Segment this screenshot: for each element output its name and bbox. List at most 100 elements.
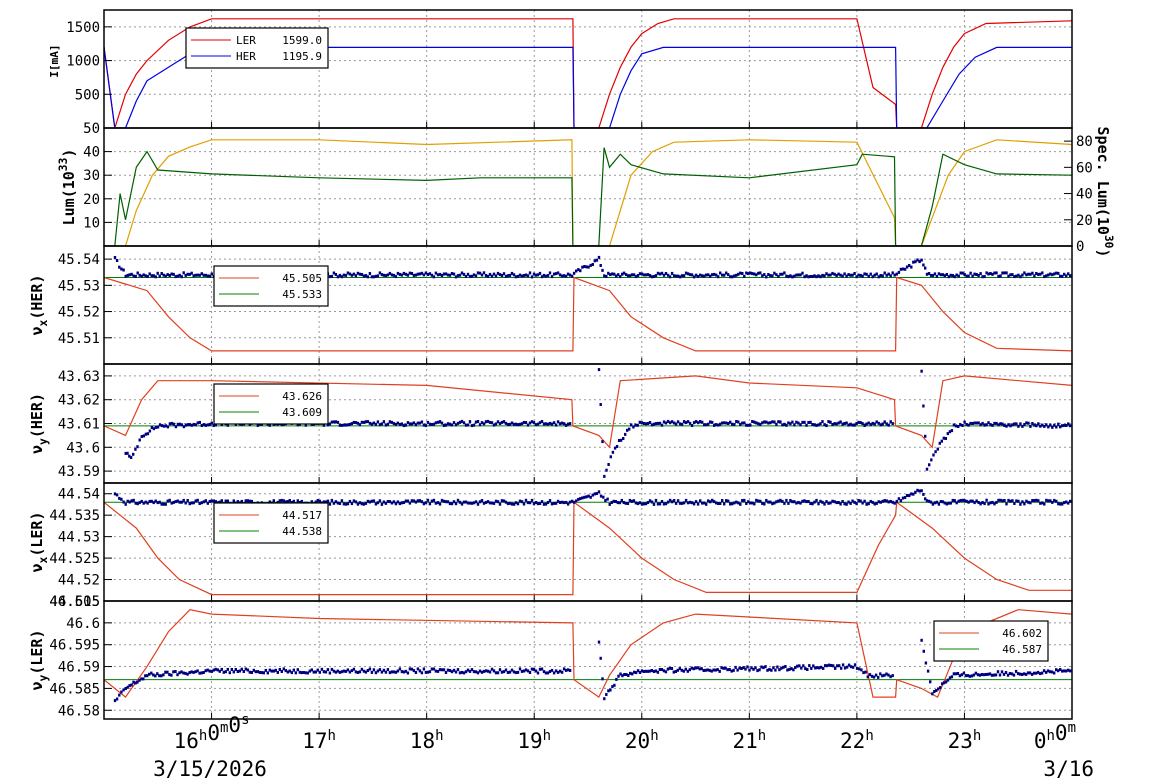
data-point — [969, 421, 972, 425]
data-point — [871, 500, 874, 504]
data-point — [336, 501, 340, 505]
data-point — [330, 420, 334, 424]
data-point — [396, 271, 400, 275]
data-point — [198, 671, 201, 675]
data-point — [807, 421, 810, 424]
data-point — [236, 500, 239, 504]
data-point — [775, 273, 778, 277]
data-point — [550, 275, 554, 279]
data-point — [664, 421, 668, 425]
data-point — [785, 498, 788, 502]
data-point — [380, 273, 384, 277]
data-point — [833, 422, 836, 426]
data-point — [603, 474, 606, 478]
data-point — [781, 423, 784, 427]
data-point — [472, 273, 476, 277]
data-point — [899, 267, 903, 271]
data-point — [971, 499, 974, 503]
data-point — [172, 500, 175, 504]
data-point — [142, 434, 146, 438]
data-point — [366, 420, 370, 424]
data-point — [901, 267, 905, 271]
data-point — [572, 500, 576, 504]
data-point — [936, 447, 939, 451]
legend-value: 45.533 — [282, 288, 322, 301]
data-point — [140, 677, 143, 681]
data-point — [436, 669, 440, 673]
data-point — [753, 420, 756, 424]
data-point — [266, 671, 269, 675]
data-point — [674, 670, 677, 673]
data-point — [719, 422, 722, 426]
data-point — [338, 273, 342, 277]
data-point — [920, 489, 923, 493]
data-point — [1061, 502, 1064, 506]
data-point — [743, 274, 746, 278]
data-point — [562, 422, 566, 426]
data-point — [692, 667, 695, 671]
data-point — [924, 266, 927, 270]
data-point — [963, 273, 966, 276]
data-point — [348, 272, 352, 276]
x-tick-label: 20h — [625, 728, 659, 753]
data-point — [893, 273, 896, 277]
data-point — [452, 668, 456, 672]
data-point — [612, 499, 615, 503]
data-point — [841, 274, 844, 278]
data-point — [926, 669, 930, 673]
data-point — [470, 274, 474, 278]
data-point — [364, 274, 368, 278]
data-point — [767, 273, 770, 276]
data-point — [408, 667, 412, 671]
data-point — [952, 672, 956, 676]
data-point — [939, 500, 943, 503]
data-point — [496, 420, 500, 424]
data-point — [514, 275, 518, 279]
data-point — [342, 273, 346, 277]
data-point — [1013, 502, 1016, 505]
data-point — [1045, 423, 1048, 427]
data-point — [889, 499, 892, 503]
data-point — [408, 271, 412, 275]
y-tick-label: 46.6 — [66, 616, 100, 632]
data-point — [922, 263, 925, 267]
data-point — [366, 669, 370, 672]
data-point — [733, 501, 736, 505]
data-point — [432, 422, 436, 426]
data-point — [743, 498, 746, 502]
data-point — [126, 451, 129, 455]
data-point — [370, 422, 374, 426]
y-axis-label-text: Lum(1033) — [57, 149, 78, 226]
data-point — [713, 500, 716, 504]
data-point — [989, 423, 992, 427]
data-point — [180, 670, 183, 674]
data-point — [694, 273, 698, 277]
data-point — [518, 499, 522, 503]
data-point — [742, 666, 745, 670]
y-tick-label: 44.535 — [49, 508, 100, 524]
data-point — [1061, 669, 1064, 673]
data-point — [855, 275, 858, 279]
data-point — [656, 271, 660, 275]
data-point — [128, 500, 131, 504]
data-point — [682, 274, 686, 278]
y-tick-label: 45.53 — [58, 278, 100, 294]
data-point — [132, 498, 135, 502]
data-point — [981, 275, 984, 279]
data-point — [130, 499, 133, 503]
data-point — [595, 258, 599, 262]
data-point — [795, 273, 798, 277]
data-point — [797, 421, 800, 425]
data-point — [660, 668, 664, 671]
data-point — [394, 502, 398, 506]
data-point — [202, 423, 205, 427]
data-point — [843, 272, 846, 276]
data-point — [606, 497, 609, 501]
data-point — [132, 680, 135, 684]
data-point — [328, 502, 332, 506]
data-point — [276, 500, 279, 504]
data-point — [684, 498, 688, 502]
data-point — [587, 265, 590, 269]
data-point — [778, 668, 781, 672]
